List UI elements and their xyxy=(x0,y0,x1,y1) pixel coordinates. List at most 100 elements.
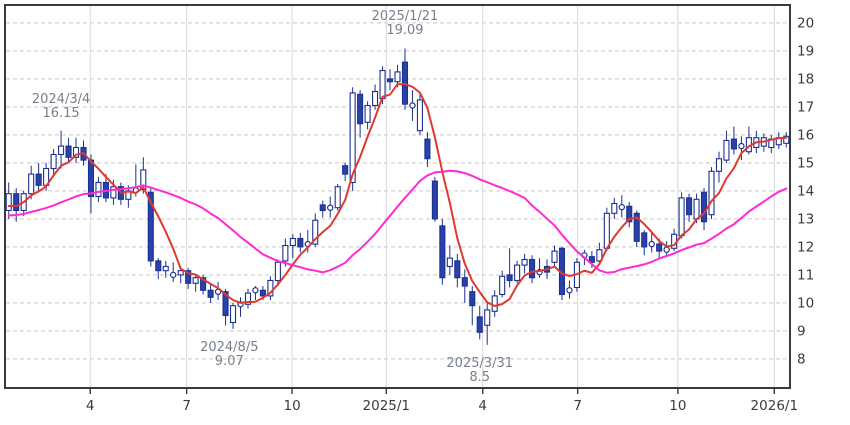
candle-up xyxy=(72,146,80,158)
candle-doji xyxy=(618,203,625,211)
y-axis-labels: 8 9 10 11 12 13 14 15 16 17 18 19 20 xyxy=(797,15,814,367)
candle-down xyxy=(730,138,737,150)
candle-down xyxy=(656,243,663,252)
candle-up xyxy=(312,219,319,245)
candle-up xyxy=(334,186,341,209)
candle-up xyxy=(394,71,401,83)
y-tick-label: 8 xyxy=(797,351,806,367)
y-tick-label: 20 xyxy=(797,15,814,31)
candle-up xyxy=(484,309,491,326)
candle-down xyxy=(588,256,595,263)
candle-up xyxy=(282,244,289,262)
candle-up xyxy=(596,249,603,262)
candle-down xyxy=(439,225,446,279)
candle-down xyxy=(641,232,648,248)
candle-doji xyxy=(648,240,655,248)
candle-down xyxy=(147,191,154,262)
candle-up xyxy=(58,145,65,156)
candle-up xyxy=(521,258,528,266)
candle-down xyxy=(200,277,207,291)
candle-up xyxy=(110,186,117,199)
candle-up xyxy=(5,193,12,212)
long-term-ma-line xyxy=(7,169,788,274)
vertical-gridlines xyxy=(89,6,775,387)
candle-down xyxy=(65,145,72,158)
candle-down xyxy=(155,260,162,272)
x-axis-labels: 4 7 10 2025/1 4 7 10 2026/1 xyxy=(86,388,798,414)
candle-down xyxy=(461,277,468,287)
y-tick-label: 17 xyxy=(797,99,814,115)
plot-border xyxy=(4,4,791,389)
candle-up xyxy=(349,92,356,184)
candle-up xyxy=(693,198,700,220)
candle-doji xyxy=(252,287,259,294)
candle-up xyxy=(267,279,274,297)
candle-up xyxy=(551,250,558,263)
y-tick-label: 15 xyxy=(797,155,814,171)
candle-down xyxy=(424,138,431,160)
candle-down xyxy=(700,191,708,223)
candle-down xyxy=(342,165,349,175)
candle-up xyxy=(289,237,296,247)
y-tick-label: 9 xyxy=(797,323,806,339)
candle-down xyxy=(35,173,42,186)
x-tick-label: 4 xyxy=(478,398,487,414)
candle-up xyxy=(446,257,453,268)
candle-down xyxy=(185,270,192,284)
y-tick-label: 16 xyxy=(797,127,814,143)
x-tick-label: 7 xyxy=(182,398,191,414)
candle-up xyxy=(708,170,715,216)
candle-down xyxy=(87,159,95,198)
candle-up xyxy=(50,153,57,170)
candle-down xyxy=(626,205,633,223)
candle-doji xyxy=(409,102,416,109)
candle-down xyxy=(357,93,364,125)
candle-up xyxy=(177,270,184,276)
candle-down xyxy=(222,291,229,317)
candle-up xyxy=(611,202,618,214)
candle-doji xyxy=(738,142,745,150)
candle-down xyxy=(476,316,483,333)
candle-up xyxy=(192,277,199,284)
candle-down xyxy=(686,197,693,216)
x-tick-label: 2026/1 xyxy=(751,398,799,414)
candle-up xyxy=(95,181,102,198)
y-tick-label: 13 xyxy=(797,211,814,227)
candle-up xyxy=(274,261,281,282)
candle-up xyxy=(783,135,790,144)
candle-up xyxy=(229,305,237,324)
y-tick-label: 14 xyxy=(797,183,814,199)
candle-down xyxy=(431,180,438,220)
y-tick-label: 18 xyxy=(797,71,814,87)
candle-doji xyxy=(327,204,334,211)
candle-up xyxy=(678,197,685,237)
candle-down xyxy=(297,237,304,248)
candles xyxy=(5,48,790,345)
x-tick-label: 7 xyxy=(573,398,582,414)
candle-doji xyxy=(566,287,573,294)
candle-down xyxy=(633,212,640,242)
candle-up xyxy=(416,99,423,132)
x-tick-label: 4 xyxy=(86,398,95,414)
candle-down xyxy=(454,260,461,279)
candle-down xyxy=(207,289,214,298)
y-tick-label: 11 xyxy=(797,267,814,283)
candle-up xyxy=(603,212,610,249)
candle-up xyxy=(372,90,379,107)
x-tick-label: 2025/1 xyxy=(363,398,411,414)
candle-down xyxy=(529,258,536,279)
candle-doji xyxy=(663,246,670,253)
candle-up xyxy=(514,264,521,282)
candle-up xyxy=(715,158,723,172)
candle-up xyxy=(723,139,730,161)
candle-up xyxy=(491,295,498,312)
candle-up xyxy=(244,292,252,305)
horizontal-gridlines xyxy=(6,22,789,360)
candle-down xyxy=(506,274,513,282)
candle-up xyxy=(364,104,371,123)
candle-down xyxy=(259,289,266,297)
candle-down xyxy=(13,193,20,212)
